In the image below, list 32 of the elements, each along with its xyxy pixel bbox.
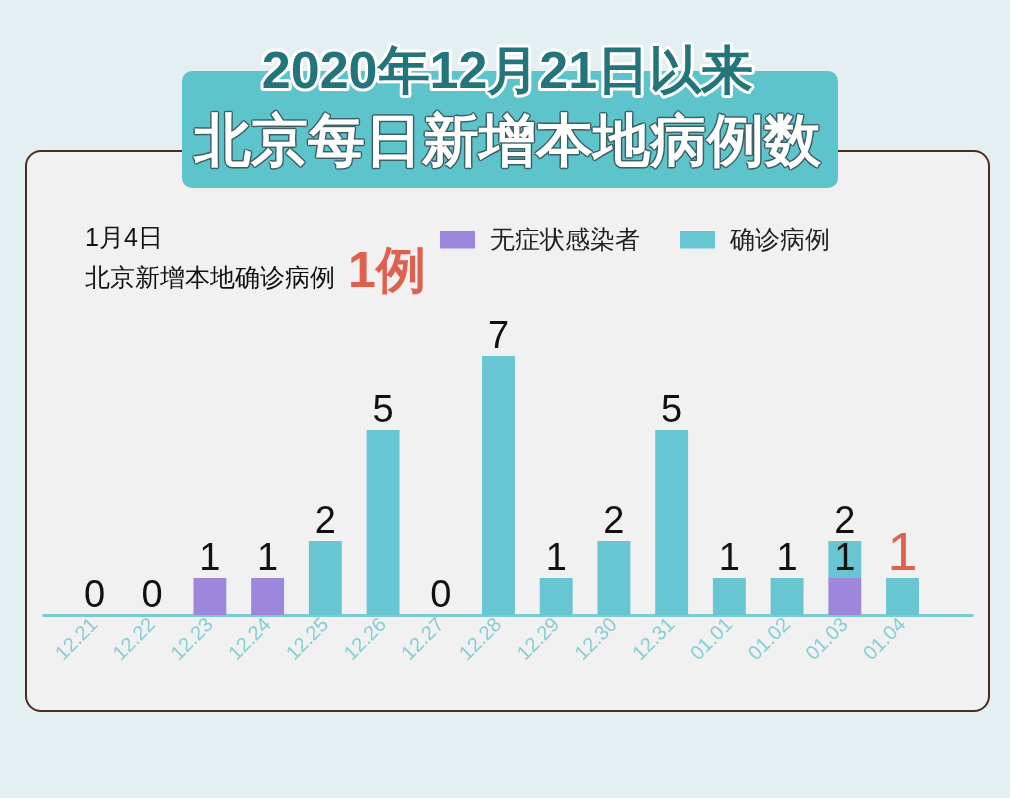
bar [539,578,573,615]
total-label: 1 [718,536,740,578]
text: 1月4日 [85,223,163,251]
total-label: 1 [545,536,567,578]
bar [886,578,919,615]
total-label: 2 [314,499,336,541]
text: 1例 [348,242,426,298]
total-label: 0 [430,573,452,615]
total-label: 0 [141,573,163,615]
total-label: 2 [603,499,625,541]
total-label: 1 [887,521,918,581]
legend-label: 无症状感染者 [490,224,640,253]
total-label: 7 [487,314,510,356]
text: 北京新增本地确诊病例 [85,263,335,291]
total-label: 0 [83,573,106,615]
total-label: 1 [776,536,798,578]
bar [597,541,631,615]
total-label: 5 [372,388,394,430]
bar [770,578,804,615]
total-label: 1 [257,536,279,578]
bar [193,578,227,615]
bar [366,430,400,615]
total-label: 5 [661,388,683,430]
chart-subtitle: 北京每日新增本地病例数 [192,108,822,172]
bar [712,578,746,615]
bar [828,578,862,615]
legend-label: 确诊病例 [729,224,830,253]
bar [655,430,689,615]
total-label: 1 [199,536,221,578]
bar [308,541,342,615]
bar [482,356,515,615]
bar [251,578,285,615]
